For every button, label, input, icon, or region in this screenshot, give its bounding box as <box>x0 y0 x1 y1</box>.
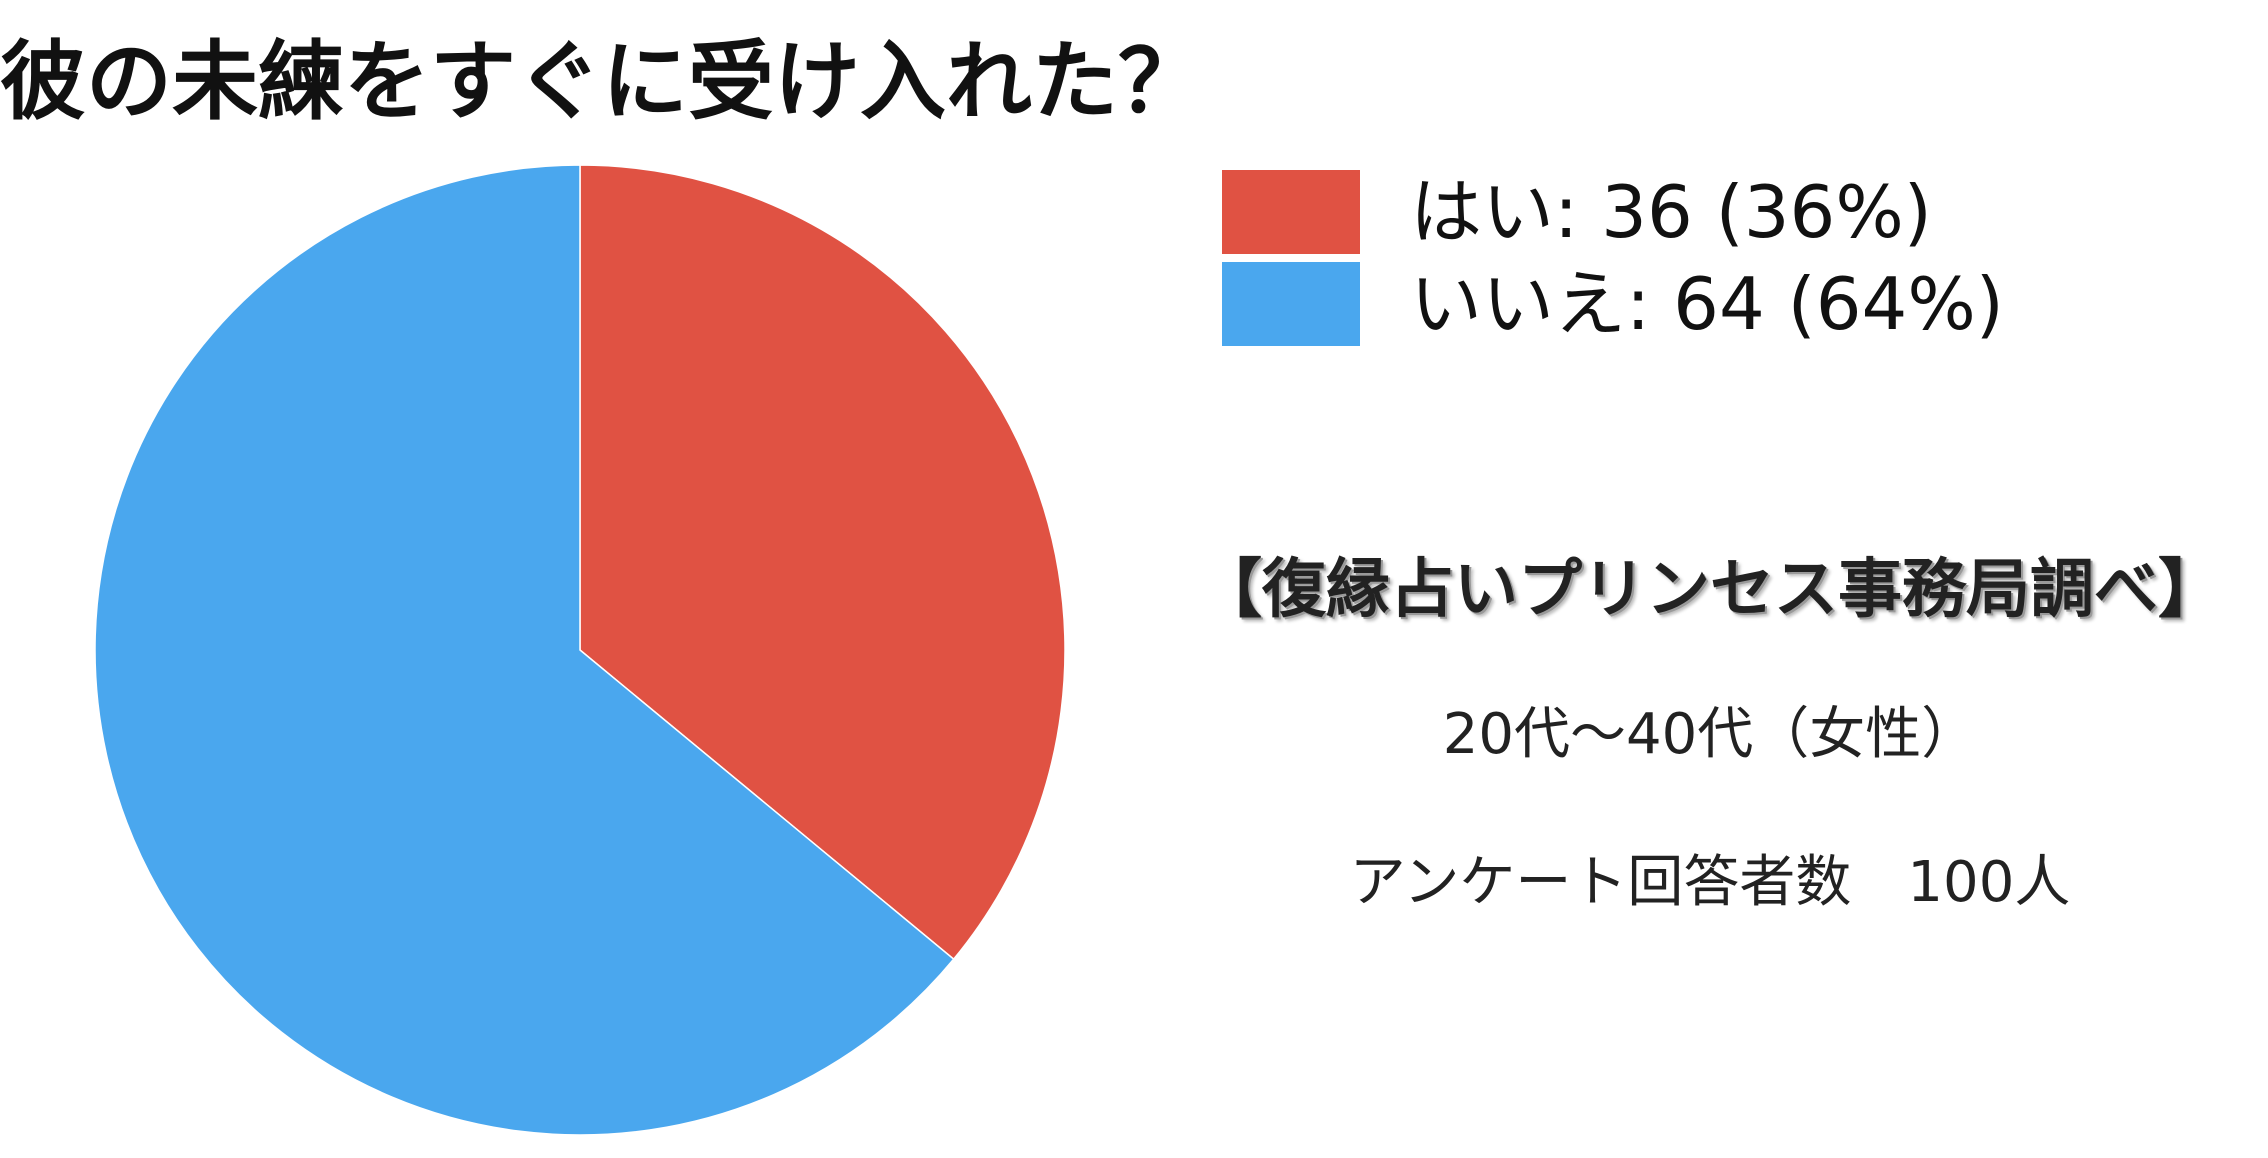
legend-swatch-yes <box>1222 170 1360 254</box>
chart-title: 彼の未練をすぐに受け入れた？ <box>0 32 1204 132</box>
source-note: 【復縁占いプリンセス事務局調べ】 <box>1198 553 2222 627</box>
pie-chart <box>94 164 1066 1136</box>
legend-item-yes: はい: 36 (36%) <box>1222 170 1932 254</box>
pie-slice-no <box>94 164 955 1136</box>
demographic-note: 20代〜40代（女性） <box>1442 702 1978 767</box>
respondents-note: アンケート回答者数 100人 <box>1349 850 2071 915</box>
legend-label-yes: はい: 36 (36%) <box>1410 170 1932 254</box>
legend-item-no: いいえ: 64 (64%) <box>1222 262 2004 346</box>
legend-label-no: いいえ: 64 (64%) <box>1410 262 2004 346</box>
pie-slice-yes <box>579 164 1066 961</box>
legend-swatch-no <box>1222 262 1360 346</box>
